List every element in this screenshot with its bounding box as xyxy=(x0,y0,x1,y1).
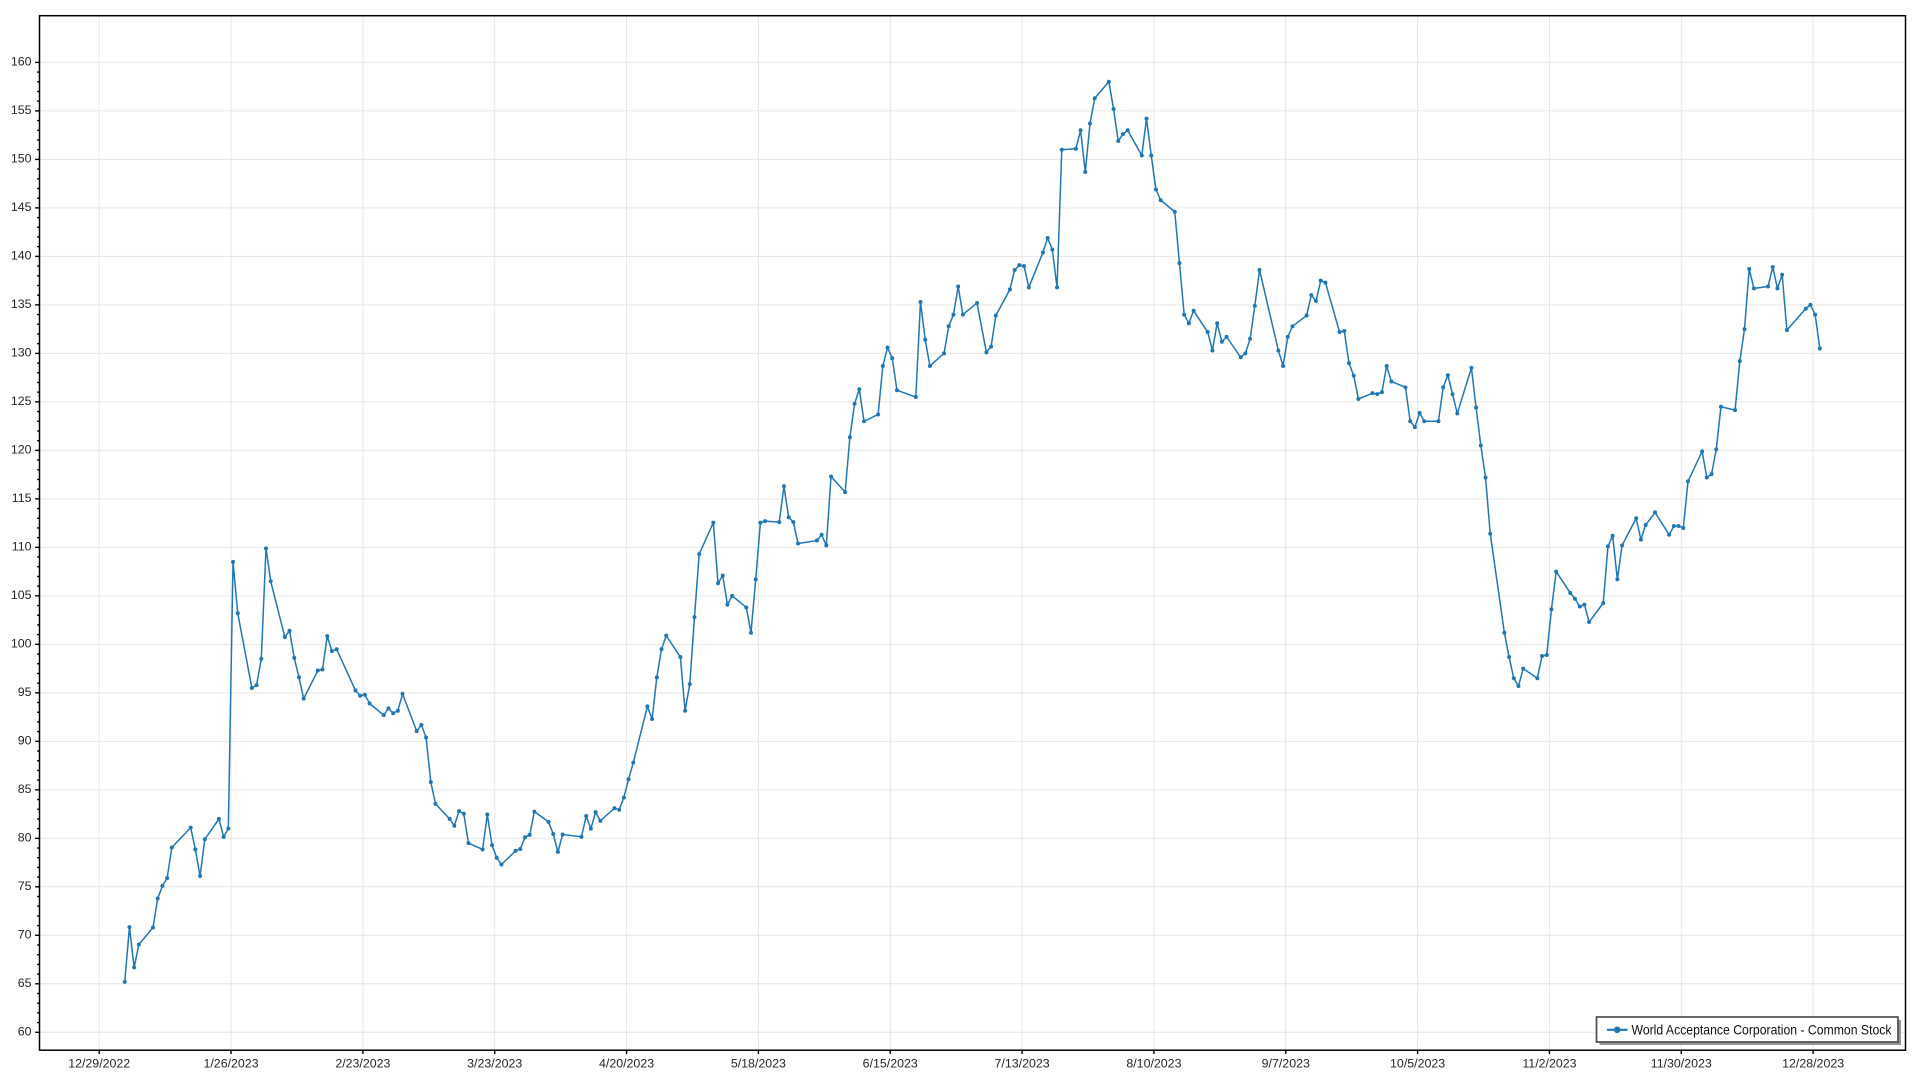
svg-text:100: 100 xyxy=(11,636,32,650)
svg-text:60: 60 xyxy=(18,1024,32,1038)
svg-text:75: 75 xyxy=(18,879,32,893)
svg-text:90: 90 xyxy=(18,733,32,747)
svg-text:125: 125 xyxy=(11,394,32,408)
svg-text:130: 130 xyxy=(11,345,32,359)
svg-text:65: 65 xyxy=(18,976,32,990)
svg-text:3/23/2023: 3/23/2023 xyxy=(467,1057,522,1071)
svg-text:70: 70 xyxy=(18,927,32,941)
svg-text:12/28/2023: 12/28/2023 xyxy=(1782,1057,1844,1071)
svg-text:80: 80 xyxy=(18,830,32,844)
svg-text:8/10/2023: 8/10/2023 xyxy=(1126,1057,1181,1071)
svg-text:135: 135 xyxy=(11,297,32,311)
svg-text:160: 160 xyxy=(11,54,32,68)
svg-text:120: 120 xyxy=(11,442,32,456)
svg-text:1/26/2023: 1/26/2023 xyxy=(203,1057,258,1071)
svg-text:110: 110 xyxy=(12,539,32,553)
svg-text:2/23/2023: 2/23/2023 xyxy=(335,1057,390,1071)
svg-text:105: 105 xyxy=(11,588,32,602)
svg-text:11/2/2023: 11/2/2023 xyxy=(1522,1057,1576,1071)
svg-text:95: 95 xyxy=(18,685,32,699)
svg-text:145: 145 xyxy=(11,200,32,214)
svg-text:6/15/2023: 6/15/2023 xyxy=(863,1057,918,1071)
svg-text:150: 150 xyxy=(11,151,32,165)
svg-text:140: 140 xyxy=(11,248,32,262)
svg-text:11/30/2023: 11/30/2023 xyxy=(1651,1057,1712,1071)
svg-text:85: 85 xyxy=(18,782,32,796)
svg-text:5/18/2023: 5/18/2023 xyxy=(731,1057,786,1071)
svg-text:155: 155 xyxy=(11,103,32,117)
svg-text:World Acceptance Corporation -: World Acceptance Corporation - Common St… xyxy=(1632,1022,1892,1037)
svg-text:12/29/2022: 12/29/2022 xyxy=(68,1057,130,1071)
svg-text:7/13/2023: 7/13/2023 xyxy=(995,1057,1050,1071)
svg-text:9/7/2023: 9/7/2023 xyxy=(1262,1057,1310,1071)
svg-text:115: 115 xyxy=(12,491,32,505)
svg-text:4/20/2023: 4/20/2023 xyxy=(599,1057,654,1071)
svg-text:10/5/2023: 10/5/2023 xyxy=(1390,1057,1445,1071)
